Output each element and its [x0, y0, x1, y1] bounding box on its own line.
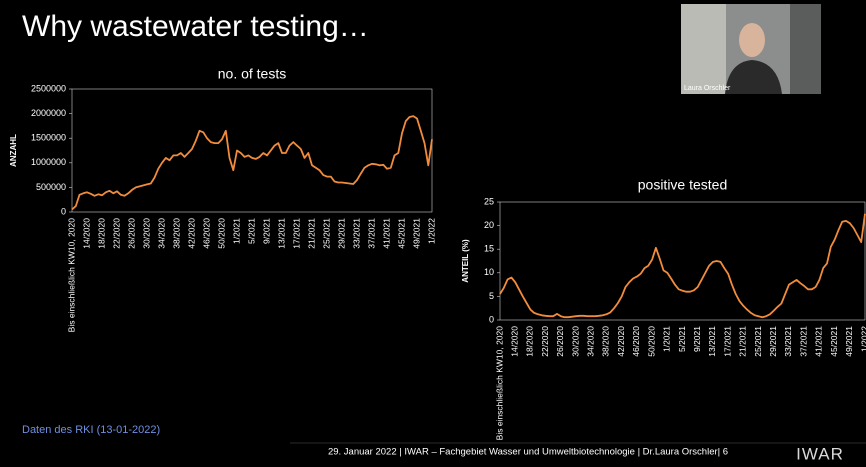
- y-tick-label: 20: [484, 220, 494, 230]
- webcam-equipment: [790, 4, 821, 94]
- y-tick-label: 5: [489, 291, 494, 301]
- y-tick-label: 0: [489, 314, 494, 324]
- x-tick-label: 33/2021: [783, 326, 793, 357]
- y-axis-label: ANTEIL (%): [461, 239, 470, 283]
- x-tick-label: 22/2020: [111, 218, 121, 249]
- x-tick-label: 21/2021: [738, 326, 748, 357]
- webcam: Laura Orschler: [681, 4, 821, 94]
- x-tick-label: 50/2020: [216, 218, 226, 249]
- x-tick-label: Bis einschließlich KW10, 2020: [66, 218, 76, 333]
- x-tick-label: 50/2020: [646, 326, 656, 357]
- x-tick-label: 17/2021: [291, 218, 301, 249]
- x-tick-label: 17/2021: [722, 326, 732, 357]
- x-tick-label: 26/2020: [126, 218, 136, 249]
- chart-title: positive tested: [638, 177, 728, 193]
- x-tick-label: Bis einschließlich KW10, 2020: [494, 326, 504, 441]
- y-tick-label: 0: [61, 206, 66, 216]
- logo: IWAR: [796, 444, 844, 463]
- y-tick-label: 10: [484, 267, 494, 277]
- x-tick-label: 37/2021: [366, 218, 376, 249]
- plot-frame: [499, 201, 866, 321]
- x-tick-label: 1/2021: [231, 218, 241, 244]
- x-tick-label: 42/2020: [616, 326, 626, 357]
- x-tick-label: 1/2022: [859, 326, 866, 352]
- y-tick-label: 2500000: [31, 83, 66, 93]
- data-line: [71, 115, 433, 211]
- y-tick-label: 25: [484, 196, 494, 206]
- x-tick-label: 9/2021: [261, 218, 271, 244]
- y-axis-label: ANZAHL: [9, 134, 18, 167]
- x-tick-label: 37/2021: [798, 326, 808, 357]
- x-tick-label: 14/2020: [509, 326, 519, 357]
- x-tick-label: 29/2021: [336, 218, 346, 249]
- x-tick-label: 34/2020: [586, 326, 596, 357]
- x-tick-label: 14/2020: [81, 218, 91, 249]
- x-tick-label: 5/2021: [246, 218, 256, 244]
- x-tick-label: 5/2021: [677, 326, 687, 352]
- x-tick-label: 9/2021: [692, 326, 702, 352]
- x-tick-label: 25/2021: [321, 218, 331, 249]
- x-tick-label: 21/2021: [306, 218, 316, 249]
- x-tick-label: 26/2020: [555, 326, 565, 357]
- x-tick-label: 13/2021: [276, 218, 286, 249]
- x-tick-label: 34/2020: [156, 218, 166, 249]
- webcam-face: [739, 23, 765, 57]
- x-tick-label: 42/2020: [186, 218, 196, 249]
- y-tick-label: 1000000: [31, 157, 66, 167]
- x-tick-label: 30/2020: [141, 218, 151, 249]
- x-tick-label: 46/2020: [201, 218, 211, 249]
- x-tick-label: 33/2021: [351, 218, 361, 249]
- x-tick-label: 41/2021: [814, 326, 824, 357]
- y-tick-label: 500000: [36, 182, 66, 192]
- y-tick-label: 15: [484, 244, 494, 254]
- x-tick-label: 18/2020: [525, 326, 535, 357]
- x-tick-label: 1/2021: [662, 326, 672, 352]
- x-tick-label: 18/2020: [96, 218, 106, 249]
- source-note: Daten des RKI (13-01-2022): [22, 424, 160, 436]
- x-tick-label: 38/2020: [601, 326, 611, 357]
- x-tick-label: 22/2020: [540, 326, 550, 357]
- webcam-body: [725, 60, 782, 94]
- x-tick-label: 41/2021: [381, 218, 391, 249]
- x-tick-label: 38/2020: [171, 218, 181, 249]
- y-tick-label: 2000000: [31, 108, 66, 118]
- plot-frame: [71, 88, 433, 213]
- x-tick-label: 45/2021: [396, 218, 406, 249]
- x-tick-label: 49/2021: [411, 218, 421, 249]
- x-tick-label: 45/2021: [829, 326, 839, 357]
- speaker-name: Laura Orschler: [684, 85, 731, 92]
- slide-title: Why wastewater testing…: [22, 10, 369, 43]
- x-tick-label: 30/2020: [570, 326, 580, 357]
- x-tick-label: 25/2021: [753, 326, 763, 357]
- webcam-shelf: [681, 4, 726, 94]
- data-line: [499, 213, 866, 319]
- x-tick-label: 1/2022: [426, 218, 436, 244]
- x-tick-label: 49/2021: [844, 326, 854, 357]
- x-tick-label: 29/2021: [768, 326, 778, 357]
- y-tick-label: 1500000: [31, 133, 66, 143]
- footer: 29. Januar 2022 | IWAR – Fachgebiet Wass…: [328, 447, 728, 458]
- x-tick-label: 46/2020: [631, 326, 641, 357]
- x-tick-label: 13/2021: [707, 326, 717, 357]
- chart-title: no. of tests: [218, 66, 286, 82]
